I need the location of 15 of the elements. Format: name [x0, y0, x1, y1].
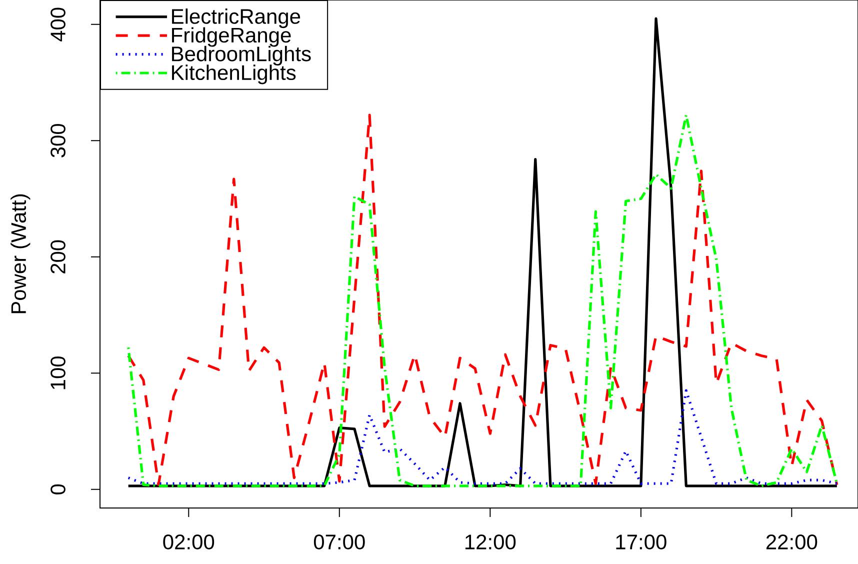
legend-label: KitchenLights: [172, 64, 296, 84]
x-tick-label: 12:00: [465, 534, 516, 550]
y-tick-label: 300: [50, 124, 66, 158]
legend-label: ElectricRange: [172, 8, 300, 28]
x-tick-label: 07:00: [314, 534, 365, 550]
x-tick-label: 02:00: [163, 534, 214, 550]
y-tick-label: 400: [50, 8, 66, 42]
legend-label: FridgeRange: [172, 27, 291, 47]
legend-label: BedroomLights: [172, 46, 311, 66]
y-tick-label: 100: [50, 356, 66, 390]
y-tick-label: 0: [50, 484, 66, 494]
x-tick-label: 22:00: [766, 534, 818, 550]
y-tick-label: 200: [50, 240, 66, 274]
y-axis-title: Power (Watt): [10, 194, 30, 314]
x-tick-label: 17:00: [616, 534, 666, 550]
